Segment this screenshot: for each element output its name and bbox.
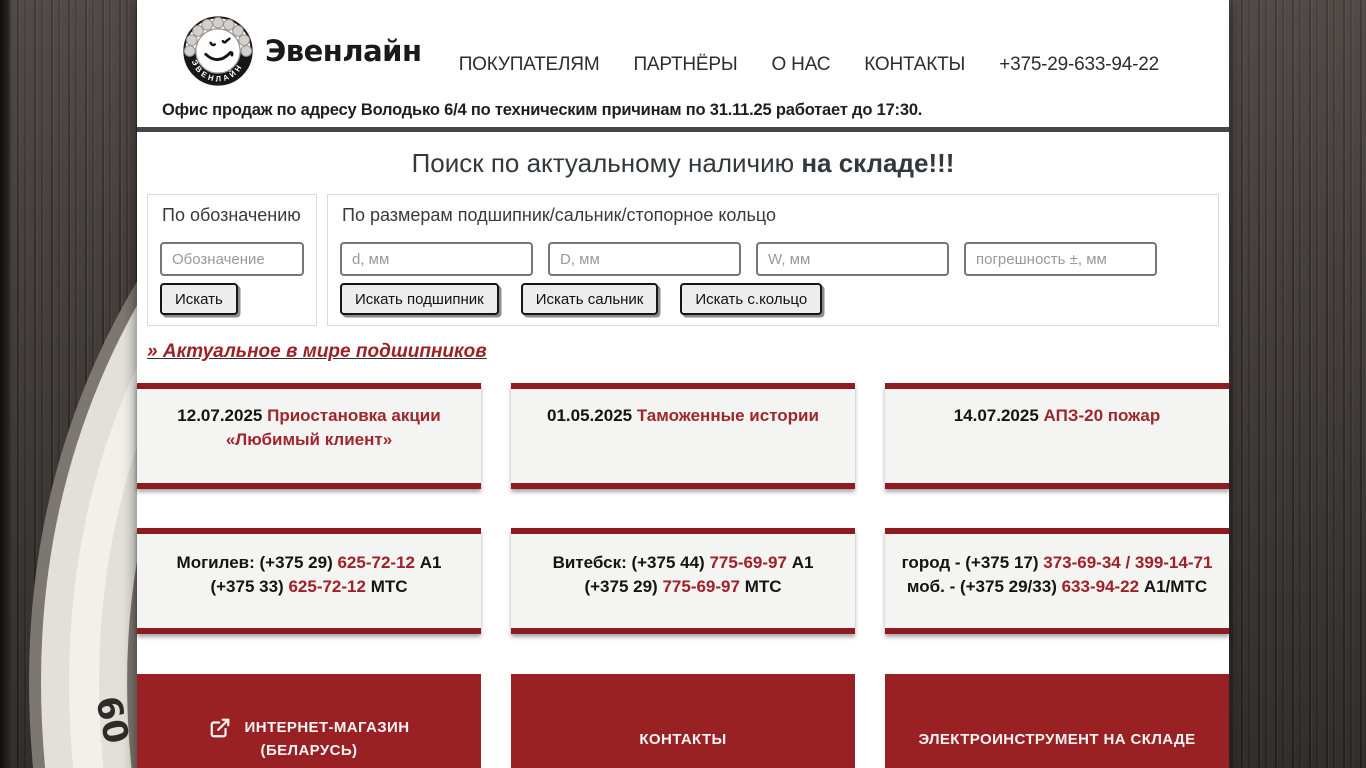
- contact-prefix: Могилев: (+375 29): [176, 553, 338, 572]
- action-button-label: ЭЛЕКТРОИНСТРУМЕНТ НА СКЛАДЕ: [918, 730, 1196, 748]
- size-buttons-row: Искать подшипник Искать сальник Искать с…: [340, 283, 1206, 315]
- contact-line: Витебск: (+375 44) 775-69-97 А1: [527, 551, 839, 575]
- outer-diameter-input[interactable]: [548, 242, 741, 276]
- contact-card-mogilev: Могилев: (+375 29) 625-72-12 А1 (+375 33…: [137, 528, 481, 634]
- contact-prefix: (+375 29): [584, 577, 663, 596]
- action-button-label: ИНТЕРНЕТ-МАГАЗИН: [244, 719, 410, 736]
- news-date: 14.07.2025: [953, 406, 1039, 425]
- contact-prefix: город - (+375 17): [901, 553, 1044, 572]
- search-seal-button[interactable]: Искать сальник: [520, 283, 659, 315]
- action-buttons: ИНТЕРНЕТ-МАГАЗИН (БЕЛАРУСЬ) КОНТАКТЫ ЭЛЕ…: [137, 674, 1229, 768]
- designation-input[interactable]: [160, 242, 304, 276]
- page-title-bold: на складе!!!: [801, 148, 955, 178]
- contact-suffix: МТС: [739, 577, 782, 596]
- bearing-smiley-logo-icon: ЭВЕНЛАЙН: [183, 16, 253, 86]
- nav-item-about[interactable]: О НАС: [771, 54, 831, 75]
- phone-number[interactable]: 633-94-22: [1061, 577, 1140, 596]
- inner-diameter-input[interactable]: [340, 242, 533, 276]
- contact-suffix: МТС: [365, 577, 408, 596]
- tolerance-input[interactable]: [964, 242, 1157, 276]
- action-button-label: КОНТАКТЫ: [639, 730, 727, 748]
- nav-item-buyers[interactable]: ПОКУПАТЕЛЯМ: [458, 54, 600, 75]
- size-inputs-row: [340, 242, 1206, 276]
- page-title-normal: Поиск по актуальному наличию: [411, 148, 802, 178]
- power-tools-button[interactable]: ЭЛЕКТРОИНСТРУМЕНТ НА СКЛАДЕ: [885, 674, 1229, 768]
- contact-cards: Могилев: (+375 29) 625-72-12 А1 (+375 33…: [137, 528, 1229, 634]
- designation-search-button[interactable]: Искать: [160, 283, 238, 315]
- search-by-designation-box: По обозначению Искать: [147, 194, 317, 326]
- news-date: 01.05.2025: [547, 406, 633, 425]
- contact-suffix: А1: [786, 553, 814, 572]
- main-nav: ПОКУПАТЕЛЯМ ПАРТНЁРЫ О НАС КОНТАКТЫ +375…: [459, 26, 1159, 76]
- phone-number[interactable]: 625-72-12: [288, 577, 366, 596]
- news-card: 01.05.2025 Таможенные истории: [511, 383, 855, 489]
- nav-item-partners[interactable]: ПАРТНЁРЫ: [633, 54, 738, 75]
- contact-prefix: моб. - (+375 29/33): [906, 577, 1062, 596]
- contact-line: (+375 33) 625-72-12 МТС: [153, 575, 465, 599]
- news-title-link[interactable]: Таможенные истории: [636, 406, 819, 425]
- phone-number[interactable]: 775-69-97: [709, 553, 787, 572]
- contact-line: Могилев: (+375 29) 625-72-12 А1: [153, 551, 465, 575]
- external-link-icon: [210, 718, 229, 737]
- contact-card-vitebsk: Витебск: (+375 44) 775-69-97 А1 (+375 29…: [511, 528, 855, 634]
- left-watch-decoration: 60: [0, 0, 137, 768]
- office-notice: Офис продаж по адресу Володько 6/4 по те…: [162, 101, 923, 119]
- news-section-link[interactable]: » Актуальное в мире подшипников: [147, 341, 487, 362]
- online-shop-button[interactable]: ИНТЕРНЕТ-МАГАЗИН (БЕЛАРУСЬ): [137, 674, 481, 768]
- search-by-size-box: По размерам подшипник/сальник/стопорное …: [327, 194, 1219, 326]
- site-header: ЭВЕНЛАЙН Эвенлайн ПОКУПАТЕЛЯМ ПАРТНЁРЫ О…: [137, 0, 1229, 132]
- contact-card-minsk: город - (+375 17) 373-69-34 / 399-14-71 …: [885, 528, 1229, 634]
- header-phone[interactable]: +375-29-633-94-22: [999, 54, 1159, 75]
- nav-item-contacts[interactable]: КОНТАКТЫ: [864, 54, 966, 75]
- news-date: 12.07.2025: [177, 406, 263, 425]
- phone-number[interactable]: 625-72-12: [337, 553, 415, 572]
- phone-number[interactable]: 775-69-97: [662, 577, 740, 596]
- size-heading: По размерам подшипник/сальник/стопорное …: [342, 205, 777, 225]
- contact-line: (+375 29) 775-69-97 МТС: [527, 575, 839, 599]
- contact-line: моб. - (+375 29/33) 633-94-22 А1/МТС: [901, 575, 1213, 599]
- contact-prefix: (+375 33): [210, 577, 289, 596]
- phone-number[interactable]: 373-69-34 / 399-14-71: [1043, 553, 1213, 572]
- news-card: 14.07.2025 АПЗ-20 пожар: [885, 383, 1229, 489]
- search-bearing-button[interactable]: Искать подшипник: [340, 283, 499, 315]
- width-input[interactable]: [756, 242, 949, 276]
- contact-line: город - (+375 17) 373-69-34 / 399-14-71: [901, 551, 1213, 575]
- search-ring-button[interactable]: Искать с.кольцо: [680, 283, 823, 315]
- page-title: Поиск по актуальному наличию на складе!!…: [137, 148, 1229, 179]
- news-title-link[interactable]: АПЗ-20 пожар: [1043, 406, 1161, 425]
- news-card: 12.07.2025 Приостановка акции «Любимый к…: [137, 383, 481, 489]
- designation-heading: По обозначению: [162, 205, 301, 225]
- contact-suffix: А1: [414, 553, 442, 572]
- company-logo[interactable]: ЭВЕНЛАЙН Эвенлайн: [177, 10, 422, 92]
- contacts-button[interactable]: КОНТАКТЫ: [511, 674, 855, 768]
- search-section: По обозначению Искать По размерам подшип…: [147, 194, 1219, 326]
- brand-name: Эвенлайн: [265, 34, 422, 68]
- contact-suffix: А1/МТС: [1139, 577, 1208, 596]
- news-title-link[interactable]: Приостановка акции «Любимый клиент»: [225, 406, 441, 449]
- action-button-label2: (БЕЛАРУСЬ): [260, 742, 358, 759]
- watch-bezel-arc: [29, 281, 137, 768]
- contact-prefix: Витебск: (+375 44): [552, 553, 710, 572]
- page-content: ЭВЕНЛАЙН Эвенлайн ПОКУПАТЕЛЯМ ПАРТНЁРЫ О…: [137, 0, 1229, 768]
- news-cards: 12.07.2025 Приостановка акции «Любимый к…: [137, 383, 1229, 489]
